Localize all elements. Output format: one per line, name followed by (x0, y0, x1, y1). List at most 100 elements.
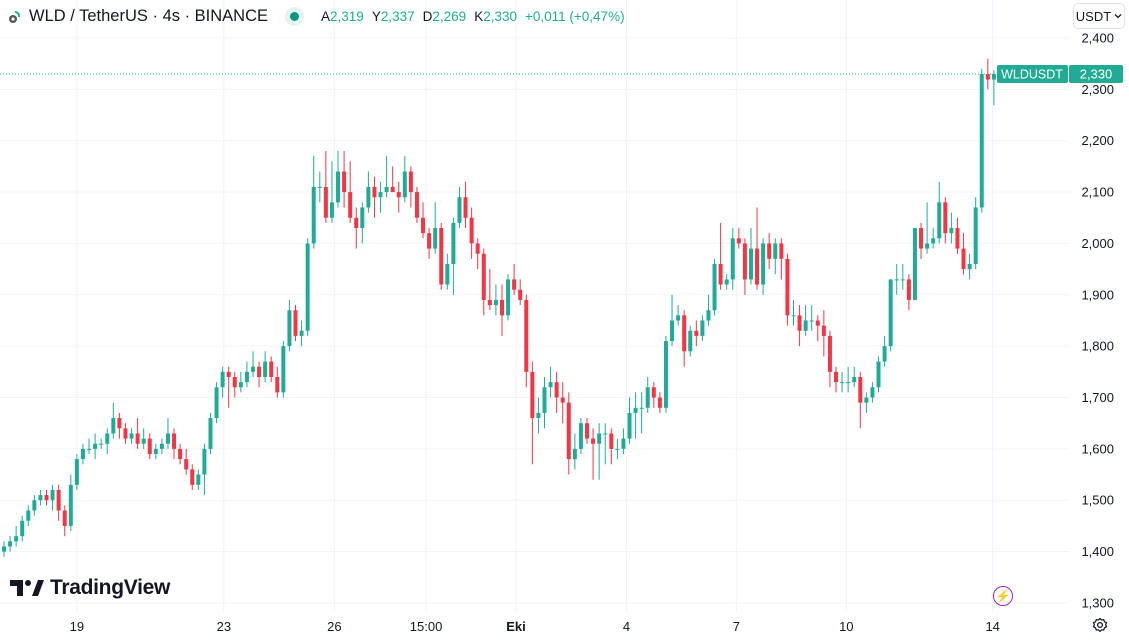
time-axis[interactable]: 19 23 26 15:00 Eki 4 7 10 14 (70, 619, 1000, 634)
candle-body (585, 423, 590, 439)
time-tick-label: 7 (733, 619, 740, 634)
candle-down (184, 448, 189, 475)
candle-body (427, 233, 432, 249)
candle-up (676, 305, 681, 326)
gear-icon[interactable] (1092, 617, 1108, 633)
candle-body (858, 376, 863, 403)
candle-up (299, 320, 304, 347)
candle-up (791, 299, 796, 326)
price-tick-label: 1,400 (1081, 544, 1114, 559)
candle-body (238, 382, 243, 388)
candle-body (894, 279, 899, 281)
candle-down (232, 371, 237, 398)
candles (2, 58, 996, 557)
candle-up (68, 474, 73, 532)
candle-up (2, 541, 6, 557)
candle-down (815, 315, 820, 342)
price-tick-label: 1,800 (1081, 339, 1114, 354)
candle-up (87, 438, 92, 455)
candle-up (50, 484, 55, 511)
candle-down (955, 217, 960, 254)
candle-up (670, 294, 675, 347)
candle-body (554, 382, 559, 398)
candle-up (925, 202, 930, 254)
candle-body (676, 315, 681, 321)
candle-up (220, 366, 225, 398)
tradingview-logo[interactable]: TradingView (10, 576, 170, 600)
candle-down (147, 433, 152, 460)
price-tick-label: 1,600 (1081, 441, 1114, 456)
candle-body (663, 341, 668, 408)
candle-up (445, 253, 450, 290)
candle-up (26, 505, 31, 526)
candle-body (791, 315, 796, 317)
candle-up (912, 228, 917, 300)
candle-body (761, 243, 766, 285)
candle-up (991, 70, 996, 106)
candle-down (755, 207, 760, 290)
ohlc-high: Y2,337 (371, 8, 415, 24)
candle-up (493, 284, 498, 316)
candle-body (68, 484, 73, 526)
candle-down (694, 320, 699, 347)
candle-down (123, 423, 128, 444)
symbol-title[interactable]: WLD / TetherUS · 4s · BINANCE (29, 6, 269, 25)
ohlc-open: A2,319 (321, 8, 364, 24)
candle-down (348, 161, 353, 223)
price-axis[interactable]: 2,400 2,300 2,200 2,100 2,000 1,900 1,800 1,700… (1081, 31, 1114, 611)
candle-up (627, 397, 632, 444)
candle-down (190, 464, 195, 490)
candle-down (408, 166, 413, 208)
candle-body (172, 433, 177, 449)
candle-body (694, 330, 699, 336)
price-tick-label: 2,400 (1081, 31, 1114, 46)
candle-body (882, 346, 887, 362)
candle-down (609, 428, 614, 465)
candle-up (281, 341, 286, 398)
candle-up (663, 335, 668, 413)
candle-body (834, 371, 839, 383)
symbol-logo-icon (9, 10, 21, 23)
candle-body (730, 238, 735, 280)
candle-body (827, 335, 832, 372)
candle-down (439, 222, 444, 290)
candle-down (354, 207, 359, 249)
price-tick-label: 1,300 (1081, 595, 1114, 610)
ohlc-close: K2,330 (474, 8, 517, 24)
candle-body (463, 197, 468, 218)
candle-up (32, 495, 37, 516)
time-tick-label: 19 (70, 619, 84, 634)
lightning-icon[interactable]: ⚡ (993, 586, 1013, 606)
candle-down (524, 294, 529, 388)
candle-body (20, 520, 25, 537)
price-change: +0,011 (+0,47%) (525, 8, 625, 24)
candle-body (900, 279, 905, 281)
price-tick-label: 2,000 (1081, 236, 1114, 251)
candle-body (706, 310, 711, 321)
candle-up (305, 238, 310, 336)
candle-body (597, 433, 602, 444)
candle-up (38, 489, 43, 506)
candle-body (566, 402, 571, 460)
candle-body (396, 192, 401, 198)
candle-down (117, 412, 122, 439)
candle-body (293, 310, 298, 336)
chevron-down-icon (1114, 14, 1122, 19)
candle-body (925, 243, 930, 249)
candle-body (287, 310, 292, 347)
candle-body (615, 448, 620, 450)
candle-down (56, 484, 61, 521)
price-tag-label: 2,330 (1080, 66, 1113, 81)
candle-body (232, 376, 237, 388)
candle-up (329, 161, 334, 223)
symbol-tag-bg (997, 64, 1068, 83)
candle-body (190, 469, 195, 485)
candle-up (457, 186, 462, 229)
candle-body (803, 320, 808, 331)
currency-select-button[interactable]: USDT (1073, 3, 1125, 29)
candle-body (317, 186, 322, 188)
candle-body (876, 361, 881, 388)
candle-up (548, 366, 553, 398)
candle-body (220, 371, 225, 388)
